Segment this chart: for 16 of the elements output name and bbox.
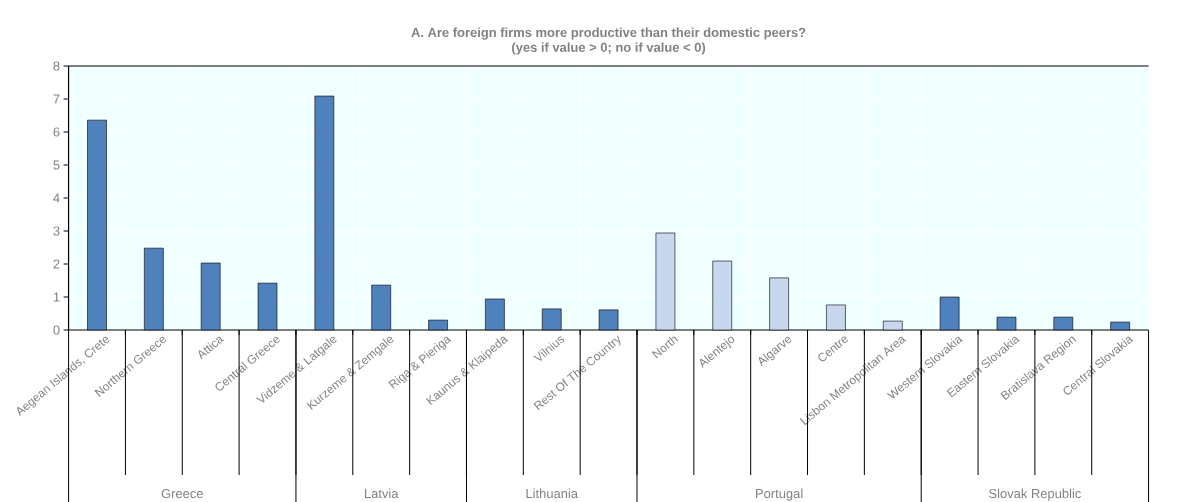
text: Portugal: [756, 488, 803, 501]
y-tick-label: 5: [53, 160, 60, 170]
y-tick-label: 3: [53, 226, 60, 236]
text: Greece: [161, 488, 203, 499]
y-tick-label: 1: [53, 292, 60, 302]
chart-title: A. Are foreign firms more productive than their domestic peers?: [411, 27, 806, 40]
y-tick-label: 0: [53, 325, 60, 335]
text: Lithuania: [526, 488, 579, 499]
y-tick-label: 6: [53, 127, 60, 137]
y-tick-label: 4: [53, 193, 60, 203]
y-tick-label: 7: [53, 94, 60, 104]
chart-subtitle: (yes if value > 0; no if value < 0): [512, 42, 706, 55]
text: Slovak Republic: [989, 488, 1081, 501]
y-tick-label: 8: [53, 61, 60, 71]
y-tick-label: 2: [53, 259, 60, 269]
text: Latvia: [364, 488, 399, 499]
